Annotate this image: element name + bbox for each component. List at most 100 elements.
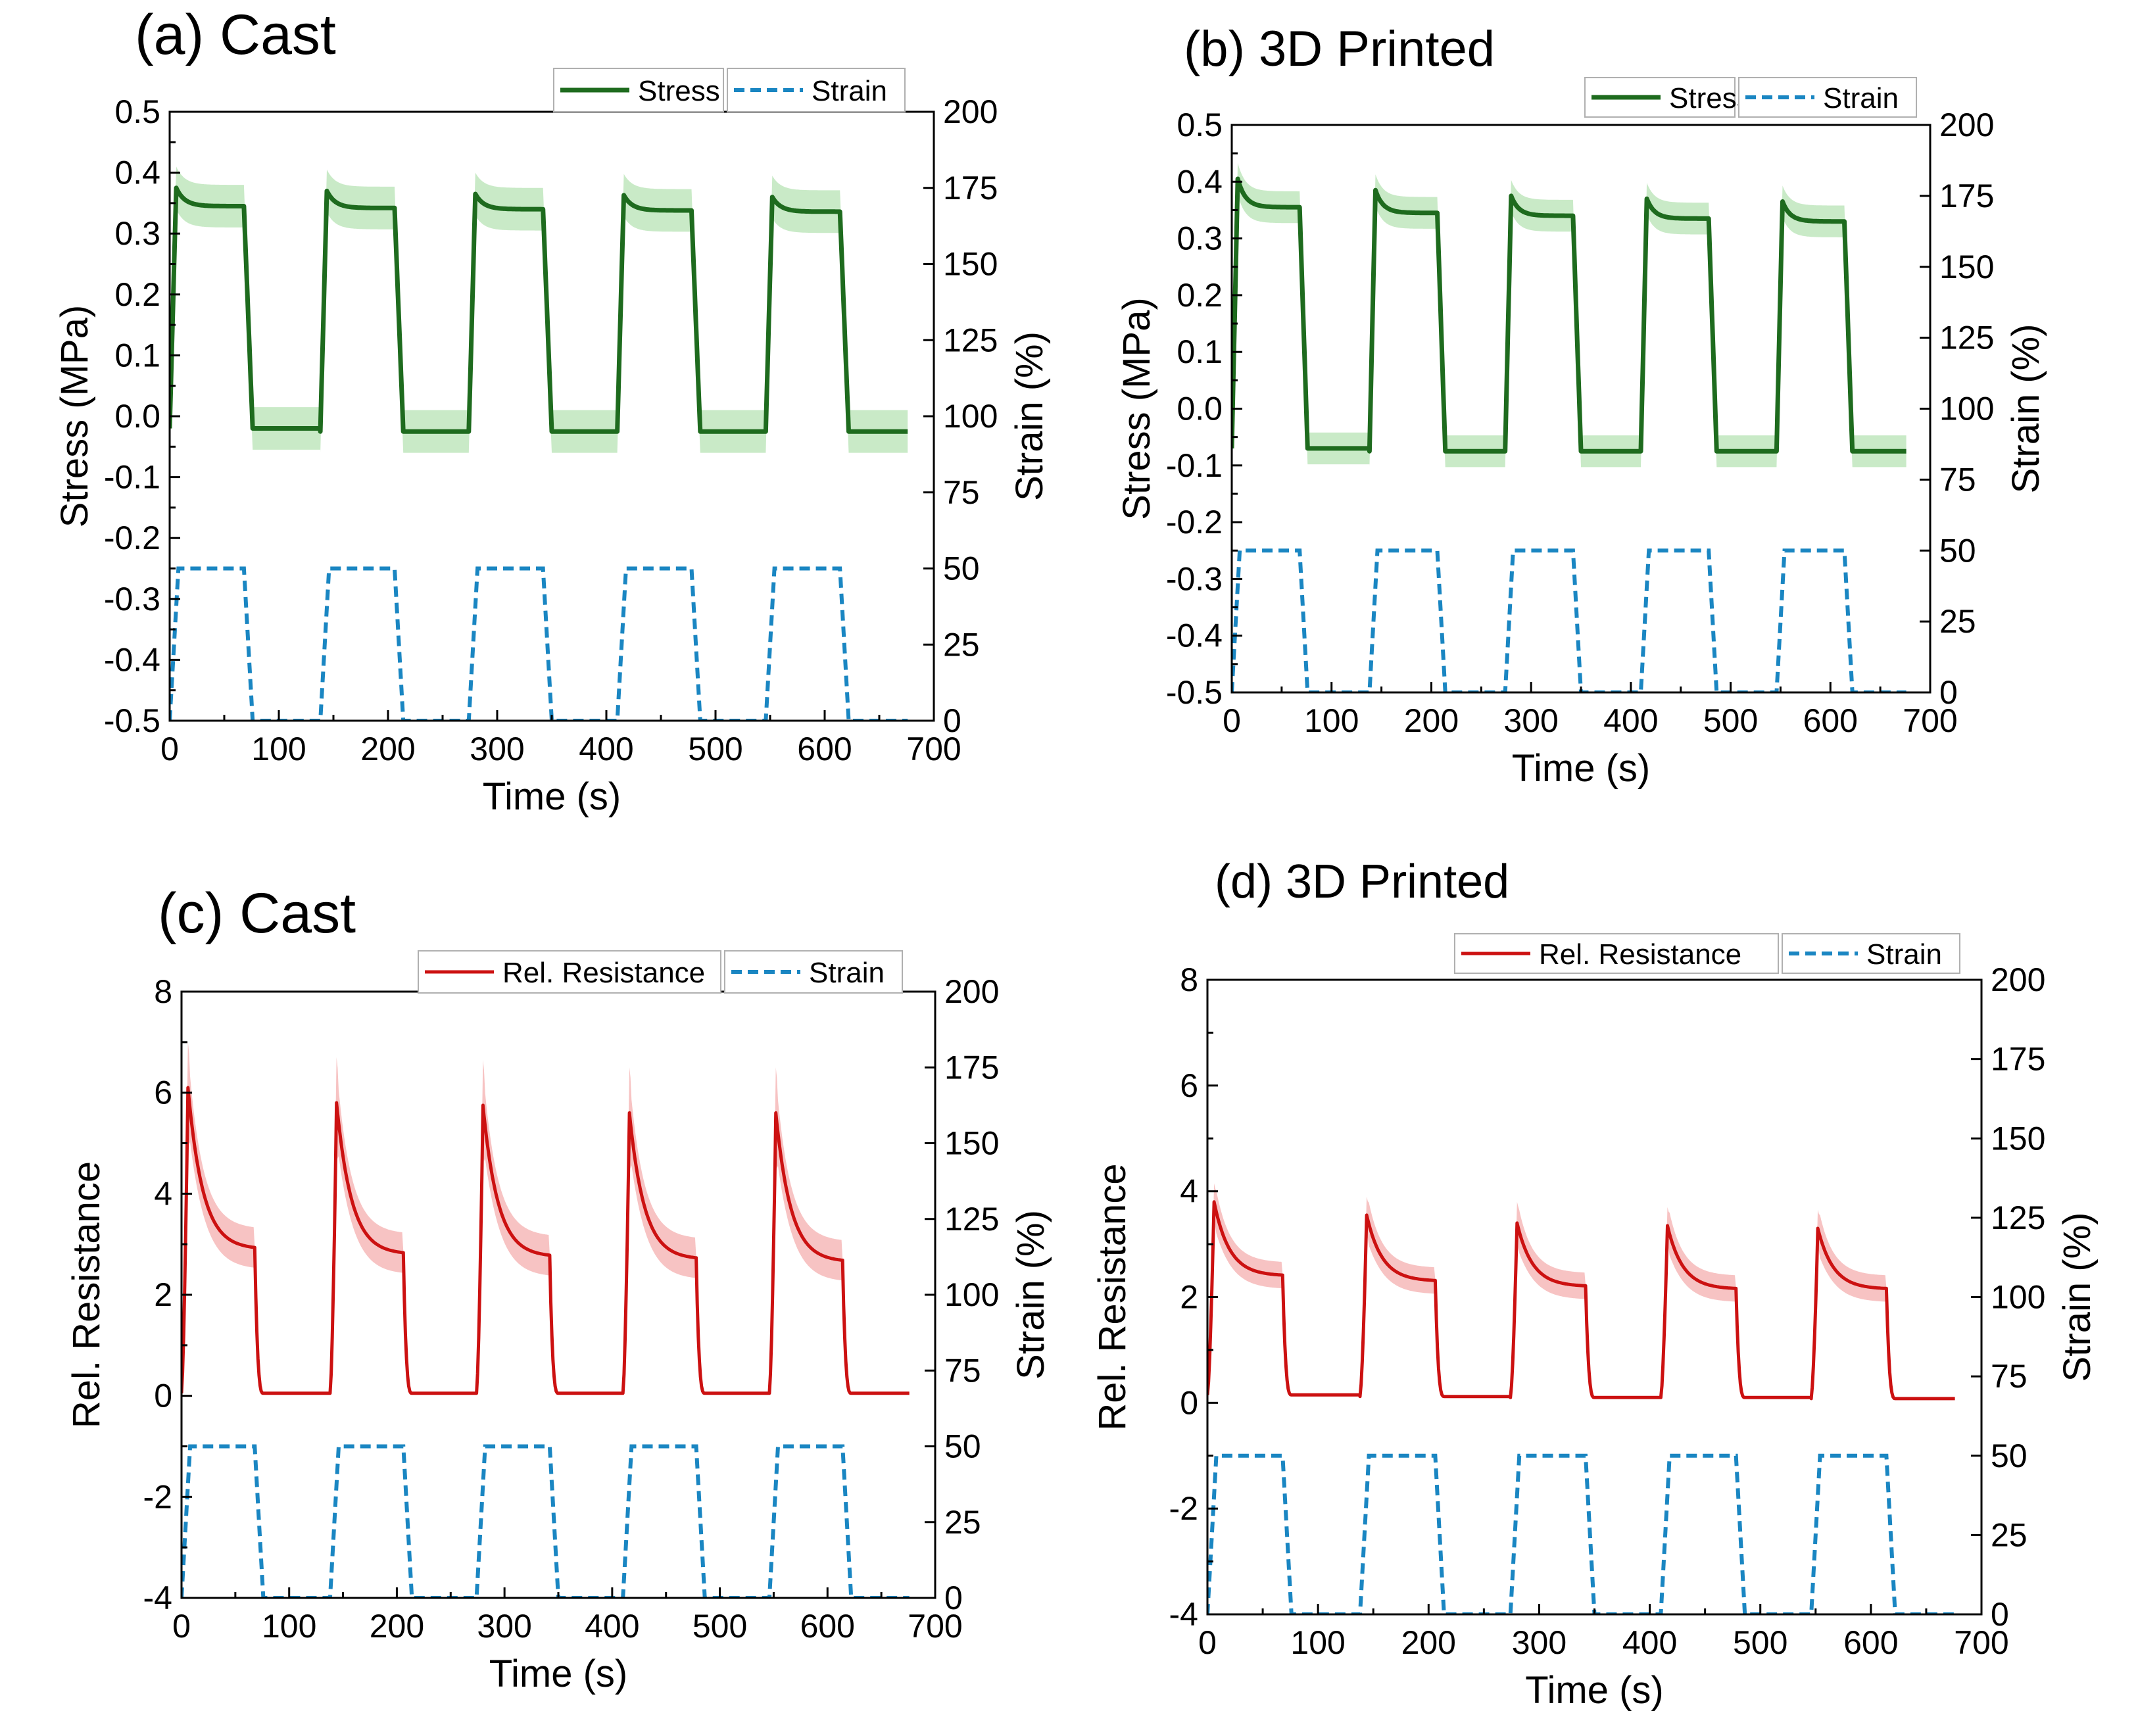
x-tick-label: 0 bbox=[172, 1608, 191, 1645]
legend-label: Strain bbox=[1866, 938, 1942, 971]
y-right-tick-label: 150 bbox=[943, 246, 998, 283]
y-left-tick-label: -0.4 bbox=[104, 641, 160, 678]
y-left-tick-label: 0 bbox=[154, 1378, 172, 1414]
y-left-axis-label: Rel. Resistance bbox=[65, 1161, 108, 1428]
y-left-tick-label: 8 bbox=[1180, 961, 1198, 998]
y-left-tick-label: 0.5 bbox=[114, 93, 160, 130]
y-left-tick-label: 2 bbox=[1180, 1279, 1198, 1316]
x-tick-label: 600 bbox=[1803, 702, 1858, 739]
y-right-tick-label: 125 bbox=[1939, 320, 1994, 356]
x-axis-label: Time (s) bbox=[489, 1652, 627, 1695]
resistance-series-line bbox=[1207, 1200, 1956, 1401]
y-right-tick-label: 150 bbox=[944, 1125, 999, 1162]
x-tick-label: 200 bbox=[360, 731, 415, 767]
axes-frame bbox=[180, 990, 936, 1599]
x-tick-label: 300 bbox=[1503, 702, 1558, 739]
y-right-tick-label: 0 bbox=[943, 702, 961, 739]
y-left-tick-label: 0.5 bbox=[1177, 107, 1223, 143]
stress-series-line bbox=[1232, 176, 1908, 454]
plot-area: 0 100 200 300 400 500 600 700-0.5-0.4-0.3-0.2-0… bbox=[53, 68, 1051, 818]
y-left-tick-label: 0.1 bbox=[114, 337, 160, 374]
y-left-tick-label: -0.4 bbox=[1166, 617, 1223, 654]
y-right-axis-label: Strain (%) bbox=[1008, 331, 1051, 501]
y-left-tick-label: -2 bbox=[143, 1478, 172, 1515]
y-right-axis-label: Strain (%) bbox=[2004, 324, 2047, 494]
y-right-tick-label: 175 bbox=[944, 1049, 999, 1086]
x-tick-label: 600 bbox=[797, 731, 852, 767]
series-layer bbox=[182, 1042, 910, 1598]
x-tick-label: 400 bbox=[1603, 702, 1658, 739]
x-tick-label: 700 bbox=[1954, 1624, 2008, 1661]
y-right-tick-label: 75 bbox=[1991, 1358, 2028, 1395]
y-right-tick-label: 100 bbox=[1939, 391, 1994, 427]
y-left-tick-label: -0.5 bbox=[1166, 674, 1223, 711]
y-right-tick-label: 200 bbox=[943, 93, 998, 130]
panel-b: (b) 3D Printed 0 100 200 300 400 500 600 700-0.… bbox=[1115, 21, 2047, 790]
y-left-tick-label: 0.2 bbox=[114, 276, 160, 313]
x-tick-label: 600 bbox=[800, 1608, 855, 1645]
primary-series-band bbox=[170, 166, 908, 453]
strain-series-line bbox=[182, 1444, 910, 1598]
x-tick-label: 200 bbox=[1401, 1624, 1456, 1661]
legend-label: Stress bbox=[1669, 82, 1751, 114]
x-tick-label: 700 bbox=[906, 731, 961, 767]
y-right-tick-label: 75 bbox=[1939, 461, 1976, 498]
y-left-axis-label: Stress (MPa) bbox=[1115, 297, 1158, 519]
y-left-tick-label: 0.3 bbox=[1177, 220, 1223, 257]
y-right-tick-label: 25 bbox=[943, 626, 980, 663]
y-left-tick-label: -2 bbox=[1169, 1490, 1198, 1527]
strain-series-line bbox=[170, 566, 908, 721]
y-right-axis-label: Strain (%) bbox=[2056, 1213, 2099, 1382]
x-tick-label: 300 bbox=[477, 1608, 531, 1645]
primary-series-band bbox=[182, 1042, 910, 1395]
x-tick-label: 500 bbox=[1733, 1624, 1787, 1661]
x-axis-label: Time (s) bbox=[1525, 1669, 1663, 1712]
x-tick-label: 100 bbox=[1304, 702, 1359, 739]
y-left-tick-label: 6 bbox=[154, 1074, 172, 1111]
y-left-tick-label: -0.3 bbox=[1166, 560, 1223, 597]
x-tick-label: 0 bbox=[1198, 1624, 1217, 1661]
stress-series-line bbox=[170, 185, 909, 434]
x-tick-label: 700 bbox=[1903, 702, 1957, 739]
y-right-tick-label: 150 bbox=[1939, 249, 1994, 285]
y-right-tick-label: 25 bbox=[1991, 1516, 2028, 1553]
plot-area: 0 100 200 300 400 500 600 700-0.5-0.4-0.3-0.2-0… bbox=[1115, 77, 2047, 790]
x-tick-label: 100 bbox=[262, 1608, 316, 1645]
x-tick-label: 200 bbox=[370, 1608, 424, 1645]
y-left-tick-label: 0.1 bbox=[1177, 333, 1223, 370]
y-left-tick-label: -0.5 bbox=[104, 702, 160, 739]
y-left-tick-label: 0.2 bbox=[1177, 277, 1223, 314]
y-right-tick-label: 175 bbox=[1939, 178, 1994, 214]
y-left-tick-label: 6 bbox=[1180, 1067, 1198, 1104]
panel-title: (c) Cast bbox=[158, 882, 356, 945]
y-right-tick-label: 25 bbox=[1939, 603, 1976, 640]
x-tick-label: 200 bbox=[1404, 702, 1459, 739]
x-tick-label: 100 bbox=[1290, 1624, 1345, 1661]
x-tick-label: 500 bbox=[692, 1608, 747, 1645]
y-left-tick-label: 0.4 bbox=[1177, 163, 1223, 200]
panel-a: (a) Cast 0 100 200 300 400 500 600 700-0.5-0.4-… bbox=[53, 3, 1051, 818]
x-tick-label: 500 bbox=[688, 731, 742, 767]
legend-label: Strain bbox=[809, 957, 885, 989]
y-right-tick-label: 200 bbox=[944, 973, 999, 1010]
series-layer bbox=[170, 166, 909, 721]
strain-series-line bbox=[1207, 1453, 1955, 1614]
y-left-tick-label: 2 bbox=[154, 1276, 172, 1313]
y-left-tick-label: 0.0 bbox=[114, 398, 160, 435]
y-left-axis-label: Stress (MPa) bbox=[53, 305, 96, 527]
y-right-tick-label: 200 bbox=[1991, 961, 2045, 998]
y-right-tick-label: 50 bbox=[1991, 1437, 2028, 1474]
x-tick-label: 700 bbox=[908, 1608, 962, 1645]
y-right-tick-label: 100 bbox=[944, 1276, 999, 1313]
panel-d: (d) 3D Printed 0 100 200 300 400 500 600 700-4-… bbox=[1091, 856, 2099, 1712]
y-right-tick-label: 150 bbox=[1991, 1120, 2045, 1157]
y-right-tick-label: 50 bbox=[944, 1428, 981, 1465]
y-left-tick-label: -0.1 bbox=[1166, 447, 1223, 484]
x-tick-label: 400 bbox=[579, 731, 633, 767]
y-right-tick-label: 125 bbox=[1991, 1199, 2045, 1236]
x-tick-label: 300 bbox=[1512, 1624, 1567, 1661]
y-right-tick-label: 0 bbox=[1939, 674, 1958, 711]
y-left-tick-label: -0.2 bbox=[1166, 504, 1223, 541]
x-tick-label: 0 bbox=[1223, 702, 1241, 739]
y-right-tick-label: 100 bbox=[1991, 1279, 2045, 1316]
